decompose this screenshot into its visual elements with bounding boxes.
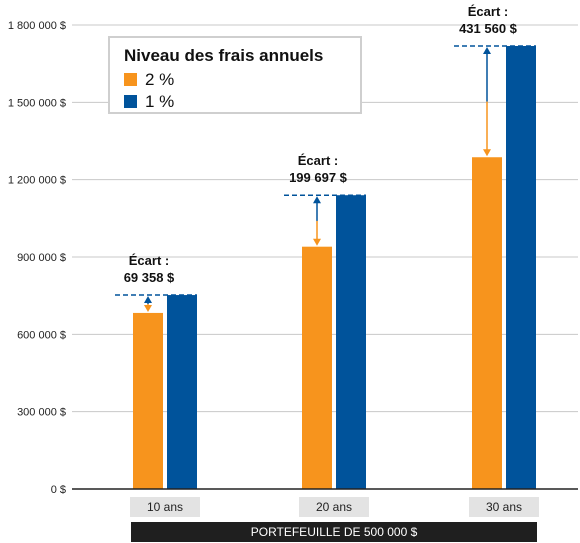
legend: Niveau des frais annuels 2 % 1 % [108,36,362,114]
x-tick-label: 10 ans [147,500,183,514]
y-tick-label: 1 200 000 $ [8,175,66,187]
x-tick-label: 20 ans [316,500,352,514]
legend-item-2pct: 2 % [124,70,174,90]
legend-item-1pct: 1 % [124,92,174,112]
bars [133,45,536,490]
gap-arrowhead-down [144,304,152,312]
bar-orange-2 [302,246,332,489]
gap-arrowhead-down [483,149,491,157]
y-tick-label: 1 800 000 $ [8,20,66,32]
y-axis-ticks: 0 $ 300 000 $ 600 000 $ 900 000 $ 1 200 000 … [8,20,66,496]
gap-annotations: Écart : 69 358 $ Écart : 199 697 $ Écart : 43… [115,4,536,312]
y-tick-label: 600 000 $ [17,329,66,341]
gap-annotation-label: Écart : [129,253,169,268]
x-axis-labels: 10 ans 20 ans 30 ans [130,497,539,517]
legend-label-2pct: 2 % [145,70,175,89]
gap-arrowhead-up [144,296,152,304]
gap-annotation-value: 69 358 $ [124,270,175,285]
x-tick-box [469,497,539,517]
y-tick-label: 0 $ [51,484,66,496]
x-tick-box [130,497,200,517]
gap-annotation-label: Écart : [468,4,508,19]
x-axis-title: PORTEFEUILLE DE 500 000 $ [131,522,537,542]
x-tick-label: 30 ans [486,500,522,514]
bar-blue-3 [506,45,536,490]
y-tick-label: 1 500 000 $ [8,97,66,109]
bar-orange-3 [472,157,502,490]
gap-arrowhead-up [483,46,491,54]
y-tick-label: 900 000 $ [17,252,66,264]
gap-arrowhead-up [313,196,321,204]
bar-orange-1 [133,312,163,489]
legend-title: Niveau des frais annuels [124,46,324,65]
legend-label-1pct: 1 % [145,92,175,111]
bar-blue-2 [336,195,366,490]
gap-annotation-value: 431 560 $ [459,21,518,36]
gap-arrowhead-down [313,238,321,246]
gap-annotation-value: 199 697 $ [289,170,348,185]
legend-swatch-orange [124,73,137,86]
x-tick-box [299,497,369,517]
bar-blue-1 [167,295,197,489]
legend-swatch-blue [124,95,137,108]
y-tick-label: 300 000 $ [17,407,66,419]
gap-annotation-label: Écart : [298,153,338,168]
